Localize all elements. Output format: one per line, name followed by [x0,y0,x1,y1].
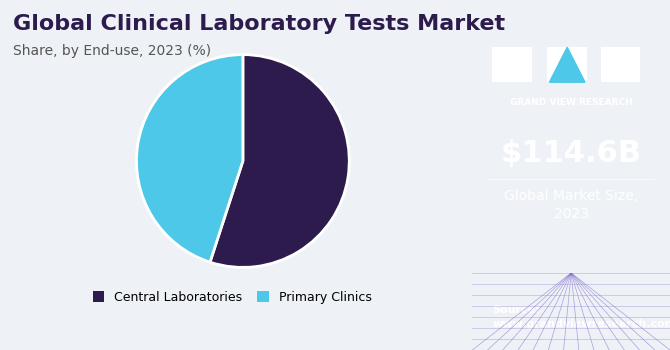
Polygon shape [549,47,585,82]
Text: Share, by End-use, 2023 (%): Share, by End-use, 2023 (%) [13,44,212,58]
Text: Global Clinical Laboratory Tests Market: Global Clinical Laboratory Tests Market [13,14,506,34]
FancyBboxPatch shape [601,47,641,82]
FancyBboxPatch shape [492,47,532,82]
Wedge shape [210,55,349,267]
FancyBboxPatch shape [547,47,587,82]
Text: Global Market Size,
2023: Global Market Size, 2023 [504,189,639,222]
Text: GRAND VIEW RESEARCH: GRAND VIEW RESEARCH [510,98,632,107]
Text: $114.6B: $114.6B [500,140,642,168]
Text: Source:
www.grandviewresearch.com: Source: www.grandviewresearch.com [492,305,670,329]
Wedge shape [137,55,243,262]
Legend: Central Laboratories, Primary Clinics: Central Laboratories, Primary Clinics [93,291,371,304]
